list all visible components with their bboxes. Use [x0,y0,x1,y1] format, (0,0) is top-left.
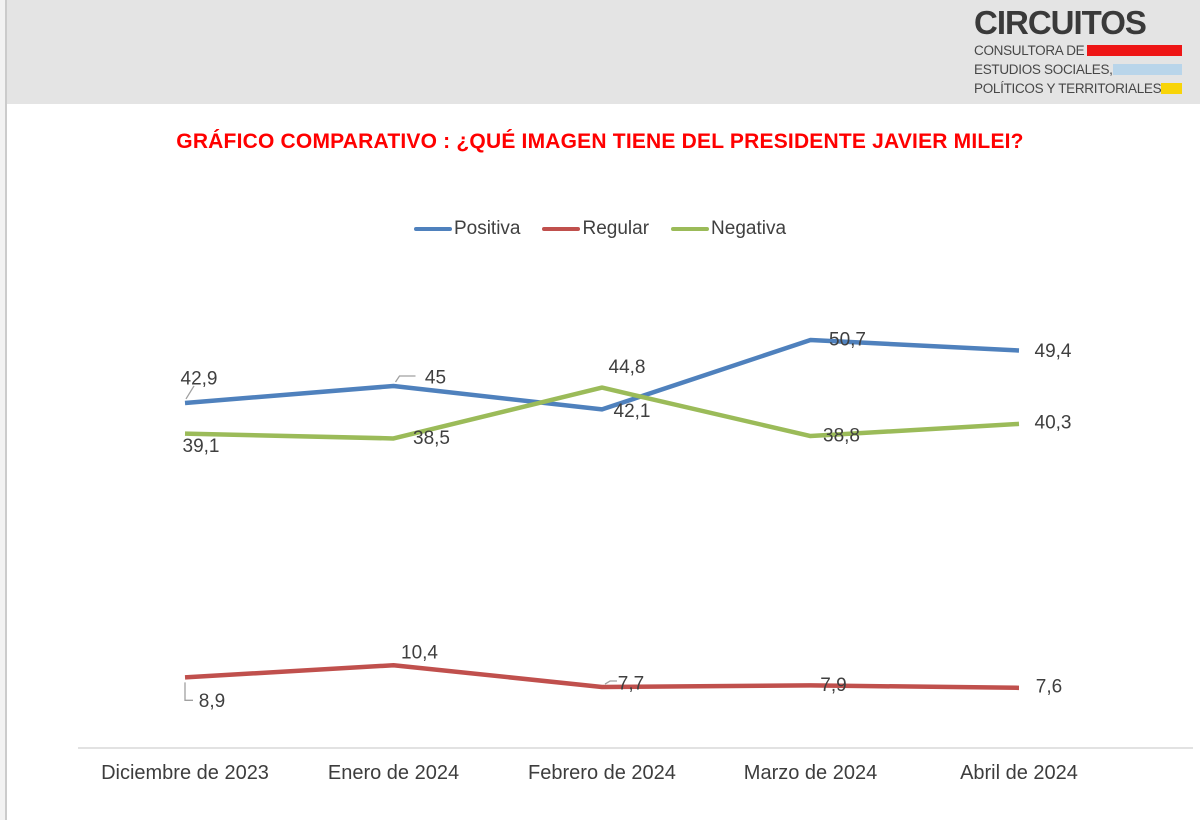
data-label-positiva: 49,4 [1035,341,1072,362]
brand-tagline-text: ESTUDIOS SOCIALES, [974,62,1113,77]
label-leader-line [604,680,617,685]
legend-item-negativa: Negativa [671,218,786,240]
label-leader-line [394,375,416,383]
legend-item-regular: Regular [542,218,649,240]
data-label-positiva: 42,9 [181,368,218,389]
brand-tagline-text: CONSULTORA DE [974,43,1085,58]
brand-name: CIRCUITOS [974,4,1147,41]
data-label-positiva: 50,7 [829,330,866,351]
page-edge-strip [0,0,5,820]
data-label-positiva: 42,1 [614,401,651,422]
data-label-negativa: 44,8 [609,357,646,378]
x-axis-label: Diciembre de 2023 [101,762,269,784]
label-leader-line [184,682,193,701]
brand-color-bar [1112,64,1182,75]
data-label-regular: 7,6 [1036,676,1062,697]
label-leader-line [185,385,195,400]
brand-taglines: CONSULTORA DE ESTUDIOS SOCIALES, POLÍTICOS… [974,41,1182,98]
legend-line-swatch [542,226,581,232]
brand-tagline-row: POLÍTICOS Y TERRITORIALES [974,79,1182,98]
data-label-regular: 7,7 [618,674,644,695]
comparison-line-chart: Diciembre de 2023 Enero de 2024 Febrero de… [78,330,1193,784]
data-label-regular: 7,9 [820,675,846,696]
x-axis-label: Enero de 2024 [328,762,459,784]
data-label-regular: 10,4 [401,643,438,664]
legend-line-swatch [413,226,452,232]
x-axis-label: Febrero de 2024 [528,762,676,784]
header-band: CIRCUITOS CONSULTORA DE ESTUDIOS SOCIALES… [7,0,1200,104]
legend-label: Regular [582,218,650,239]
series-line-regular [184,662,1020,691]
chart-legend: Positiva Regular Negativa [0,218,1200,240]
page-edge-line [5,0,7,820]
brand-color-bar [1087,45,1182,56]
data-label-negativa: 40,3 [1035,412,1072,433]
series-line-negativa [184,385,1020,441]
legend-item-positiva: Positiva [413,218,521,240]
legend-label: Negativa [711,218,787,239]
legend-label: Positiva [453,218,521,239]
data-label-negativa: 38,5 [413,428,450,449]
brand-logo: CIRCUITOS CONSULTORA DE ESTUDIOS SOCIALES… [974,5,1182,98]
legend-line-swatch [671,226,710,232]
brand-tagline-text: POLÍTICOS Y TERRITORIALES [974,81,1162,96]
data-label-negativa: 38,8 [823,426,860,447]
brand-tagline-row: ESTUDIOS SOCIALES, [974,60,1182,79]
data-label-regular: 8,9 [199,691,225,712]
brand-color-bar [1161,83,1182,94]
data-label-negativa: 39,1 [183,436,220,457]
data-label-positiva: 45 [425,367,446,388]
x-axis-label: Abril de 2024 [960,762,1078,784]
x-axis-label: Marzo de 2024 [744,762,877,784]
chart-title: GRÁFICO COMPARATIVO : ¿QUÉ IMAGEN TIENE … [176,130,1024,153]
series-line-positiva [184,337,1020,412]
brand-tagline-row: CONSULTORA DE [974,41,1182,60]
